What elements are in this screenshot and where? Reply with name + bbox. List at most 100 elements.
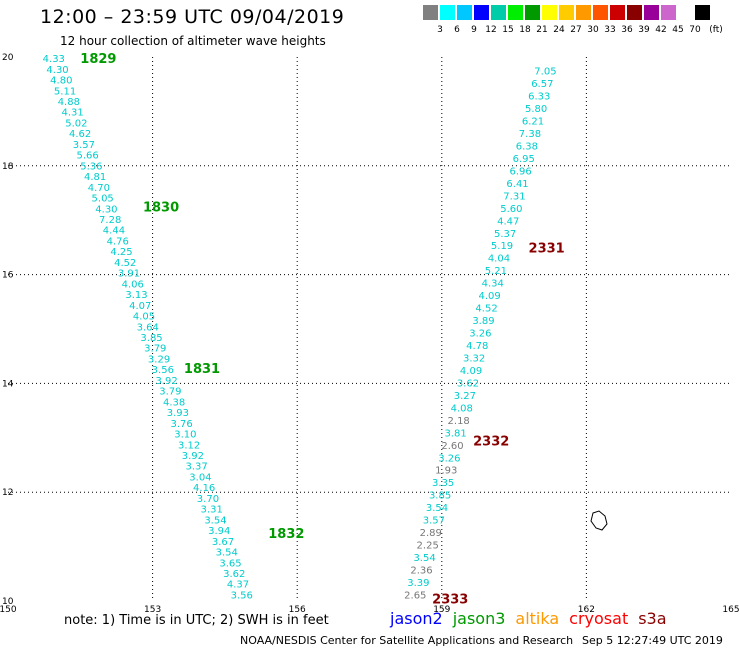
wave-height-value: 2.18 — [448, 416, 470, 427]
tick-labels-layer: 150 153 156 159 162 165 10 12 14 16 18 20 — [0, 53, 740, 612]
wave-height-value: 4.06 — [122, 279, 144, 290]
wave-height-value: 3.56 — [231, 590, 253, 601]
wave-height-value: 3.85 — [140, 333, 162, 344]
wave-height-value: 4.16 — [193, 483, 215, 494]
wave-height-value: 4.76 — [107, 236, 129, 247]
wave-height-value: 2.60 — [441, 441, 463, 452]
wave-height-value: 5.37 — [494, 229, 516, 240]
x-tick-label: 165 — [722, 605, 739, 612]
wave-height-value: 4.07 — [129, 301, 151, 312]
time-label-layer: 1829 1830 1831 1832 2331 2332 2333 — [80, 52, 564, 607]
wave-height-value: 3.57 — [73, 140, 95, 151]
wave-height-value: 6.95 — [513, 154, 535, 165]
x-tick-label: 153 — [144, 605, 161, 612]
wave-height-value: 2.65 — [404, 590, 426, 601]
wave-height-value: 3.62 — [457, 378, 479, 389]
wave-height-value: 4.34 — [482, 279, 504, 290]
wave-height-value: 3.10 — [174, 430, 196, 441]
wave-height-value: 4.30 — [95, 204, 117, 215]
legend-swatch — [508, 5, 523, 20]
wave-height-value: 6.38 — [516, 141, 538, 152]
island-outline — [590, 510, 608, 531]
wave-height-value: 4.37 — [227, 580, 249, 591]
legend-label: 70 — [689, 25, 701, 35]
wave-height-value: 3.89 — [472, 316, 494, 327]
wave-height-value: 5.11 — [54, 86, 76, 97]
wave-height-value: 4.30 — [46, 65, 68, 76]
wave-height-value: 5.60 — [500, 204, 522, 215]
legend-swatch — [542, 5, 557, 20]
legend-label: 42 — [655, 25, 667, 35]
wave-height-value: 2.25 — [417, 541, 439, 552]
footer-note: note: 1) Time is in UTC; 2) SWH is in fe… — [64, 613, 329, 628]
y-tick-label: 18 — [2, 162, 14, 172]
wave-height-value: 4.25 — [110, 247, 132, 258]
wave-height-value: 6.21 — [522, 116, 544, 127]
wave-height-value: 4.70 — [88, 183, 110, 194]
legend-swatch — [644, 5, 659, 20]
wave-height-value: 3.70 — [197, 494, 219, 505]
y-tick-label: 16 — [2, 271, 14, 281]
time-label: 1831 — [184, 362, 220, 377]
wave-height-value: 6.41 — [506, 179, 528, 190]
wave-height-value: 3.64 — [137, 322, 159, 333]
legend-swatch — [474, 5, 489, 20]
legend-label: 27 — [570, 25, 582, 35]
wave-height-value: 3.91 — [118, 269, 140, 280]
satellite-legend: jason2 jason3 altika cryosat s3a — [390, 609, 677, 628]
wave-height-value: 2.89 — [420, 528, 442, 539]
wave-height-value: 5.66 — [76, 151, 98, 162]
time-label: 1832 — [268, 527, 304, 542]
legend-label: 30 — [587, 25, 599, 35]
wave-height-value: 4.38 — [163, 397, 185, 408]
wave-height-value: 3.31 — [201, 505, 223, 516]
wave-height-value: 3.85 — [429, 491, 451, 502]
wave-height-value: 3.92 — [155, 376, 177, 387]
legend-label: 6 — [454, 25, 460, 35]
wave-height-value: 4.05 — [133, 312, 155, 323]
wave-height-value: 7.05 — [534, 67, 556, 78]
time-label: 2332 — [473, 435, 509, 450]
wave-height-value: 3.67 — [212, 537, 234, 548]
satellite-altika: altika — [515, 609, 560, 628]
wave-height-value: 3.92 — [182, 451, 204, 462]
y-tick-label: 14 — [2, 379, 14, 389]
wave-height-value: 3.79 — [144, 344, 166, 355]
wave-height-value: 4.47 — [497, 216, 519, 227]
wave-height-value: 4.44 — [103, 226, 125, 237]
generation-timestamp: Sep 5 12:27:49 UTC 2019 — [582, 634, 723, 647]
wave-height-value: 3.54 — [204, 515, 226, 526]
wave-height-value: 3.79 — [159, 387, 181, 398]
x-tick-label: 162 — [578, 605, 595, 612]
wave-height-value: 2.36 — [410, 566, 432, 577]
legend-label: 39 — [638, 25, 650, 35]
wave-height-value: 5.19 — [491, 241, 513, 252]
legend-swatch — [610, 5, 625, 20]
coastline-layer — [590, 510, 608, 531]
wave-height-value: 4.31 — [61, 108, 83, 119]
wave-height-value: 4.88 — [58, 97, 80, 108]
wave-height-value: 3.93 — [167, 408, 189, 419]
x-tick-label: 156 — [289, 605, 306, 612]
time-label: 2333 — [432, 592, 468, 607]
wave-height-value: 3.29 — [148, 354, 170, 365]
legend-label: 33 — [604, 25, 616, 35]
wave-height-value: 5.80 — [525, 104, 547, 115]
wave-height-value: 3.54 — [413, 553, 435, 564]
wave-height-value: 3.27 — [454, 391, 476, 402]
wave-height-value: 5.02 — [65, 118, 87, 129]
time-label: 2331 — [529, 241, 565, 256]
wave-height-value: 6.96 — [510, 166, 532, 177]
legend-swatch — [491, 5, 506, 20]
legend-label: (ft) — [709, 25, 723, 35]
wave-height-value: 3.56 — [152, 365, 174, 376]
legend-swatch — [423, 5, 438, 20]
legend-label: 21 — [536, 25, 548, 35]
satellite-jason2: jason2 — [390, 609, 443, 628]
wave-height-value: 5.36 — [80, 161, 102, 172]
wave-height-value: 4.33 — [43, 54, 65, 65]
wave-height-value: 6.33 — [528, 92, 550, 103]
legend-swatch — [559, 5, 574, 20]
wave-height-value: 5.21 — [485, 266, 507, 277]
